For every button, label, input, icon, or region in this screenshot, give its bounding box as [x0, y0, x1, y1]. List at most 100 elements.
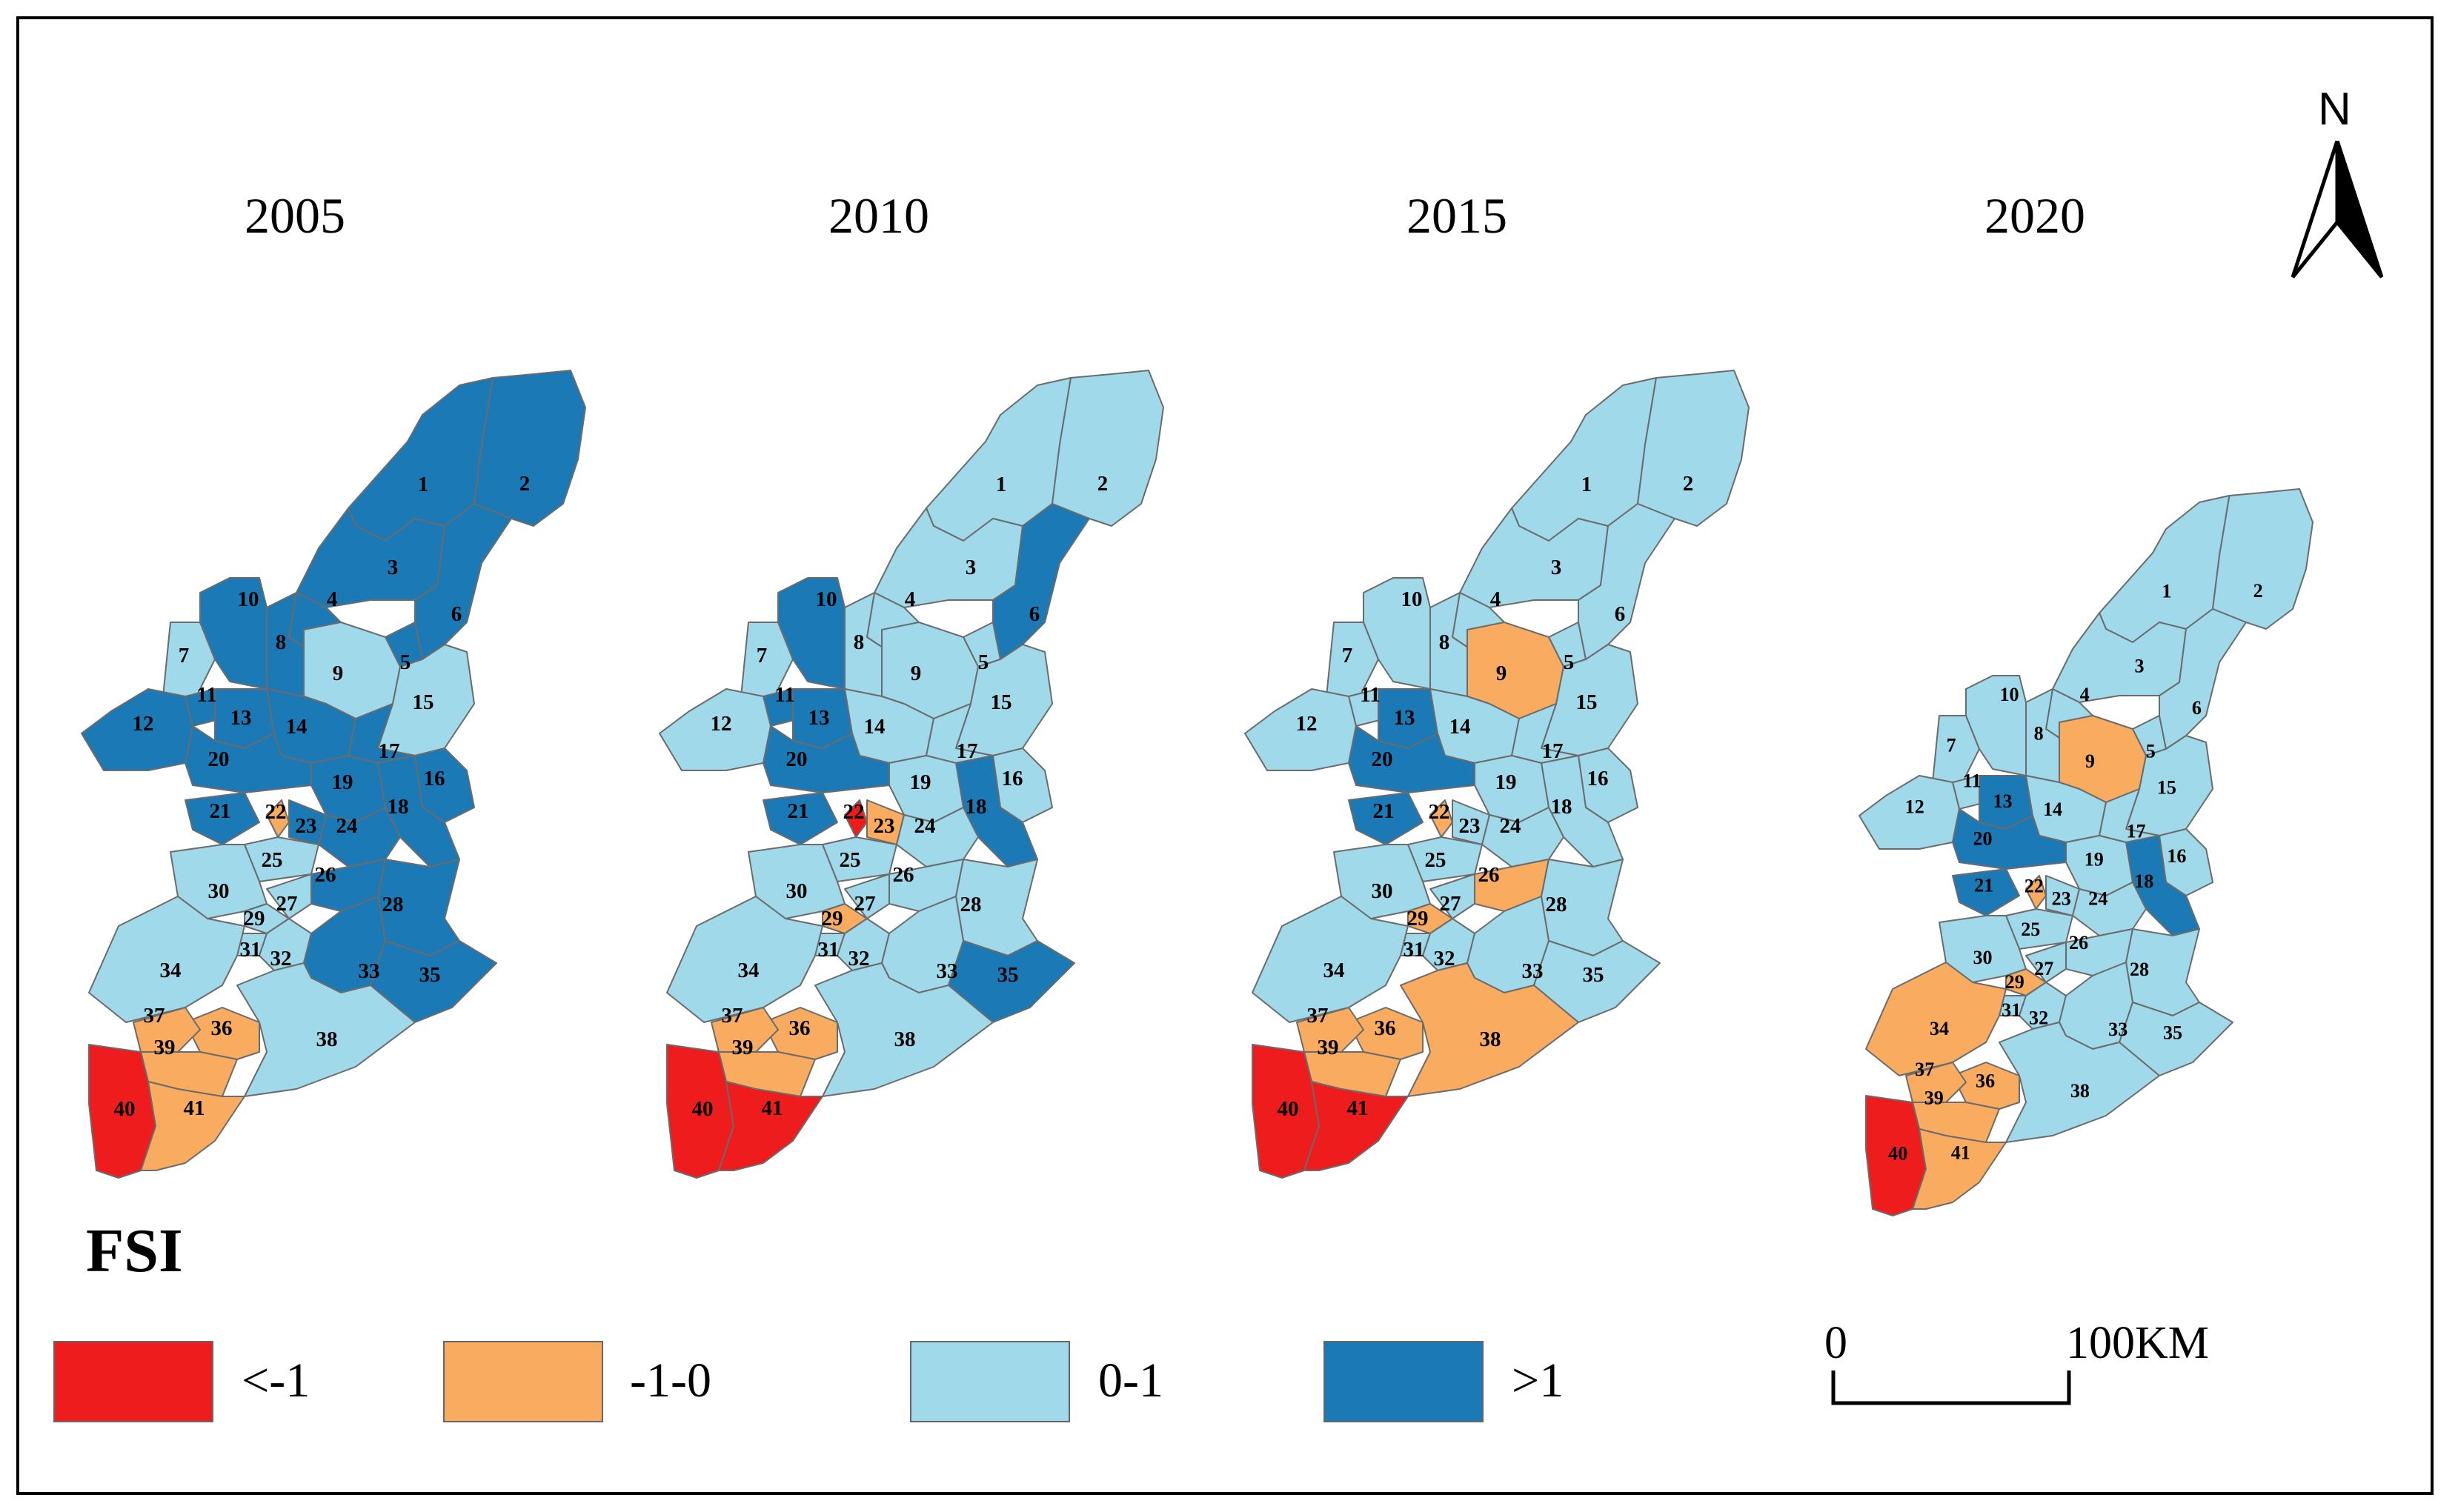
region-label-17-2005: 17: [379, 739, 400, 763]
region-41-2020: [1912, 1128, 2007, 1210]
region-label-18-2015: 18: [1551, 795, 1572, 819]
region-37-2015: [1296, 1007, 1364, 1053]
year-2020-title: 2020: [1984, 187, 2085, 244]
region-label-26-2015: 26: [1478, 863, 1500, 887]
region-21-2010: [763, 792, 838, 845]
region-7-2005: [162, 622, 216, 705]
region-label-11-2010: 11: [774, 683, 794, 707]
region-label-29-2010: 29: [822, 907, 843, 930]
region-label-38-2015: 38: [1480, 1028, 1501, 1051]
region-label-31-2005: 31: [240, 938, 262, 962]
region-label-32-2010: 32: [848, 947, 870, 970]
region-label-37-2005: 37: [144, 1004, 165, 1028]
region-label-3-2005: 3: [388, 556, 399, 579]
region-label-19-2015: 19: [1495, 770, 1517, 794]
region-label-21-2015: 21: [1373, 799, 1395, 823]
region-2-2010: [1052, 370, 1164, 527]
region-37-2005: [133, 1007, 201, 1053]
region-38-2020: [1999, 1022, 2161, 1144]
region-38-2005: [236, 962, 416, 1097]
region-label-11-2005: 11: [196, 683, 216, 707]
scale-end-label: 100KM: [2066, 1318, 2209, 1368]
region-label-16-2015: 16: [1587, 767, 1609, 790]
region-3-2005: [296, 507, 445, 608]
region-37-2020: [1905, 1062, 1967, 1104]
region-label-25-2020: 25: [2021, 919, 2040, 940]
region-label-9-2020: 9: [2085, 750, 2095, 772]
region-label-8-2005: 8: [276, 630, 287, 654]
map-frame: [16, 16, 2434, 1495]
region-6-2020: [2159, 608, 2248, 750]
region-label-15-2020: 15: [2157, 776, 2176, 798]
region-label-40-2010: 40: [692, 1097, 714, 1121]
region-label-27-2005: 27: [276, 892, 298, 916]
region-label-23-2015: 23: [1459, 814, 1481, 838]
region-label-8-2015: 8: [1439, 630, 1450, 654]
region-label-18-2005: 18: [388, 795, 409, 819]
region-label-38-2010: 38: [894, 1028, 916, 1051]
region-label-33-2010: 33: [937, 959, 958, 983]
region-label-4-2020: 4: [2080, 684, 2090, 705]
region-label-12-2015: 12: [1296, 712, 1318, 736]
region-label-33-2015: 33: [1522, 959, 1544, 983]
region-label-30-2020: 30: [1973, 947, 1992, 968]
region-label-19-2005: 19: [332, 770, 353, 794]
region-label-24-2020: 24: [2088, 888, 2107, 910]
region-24-2010: [896, 807, 979, 867]
region-label-33-2005: 33: [359, 959, 380, 983]
year-2015-title: 2015: [1406, 187, 1507, 244]
legend-label-0-1: 0-1: [1098, 1353, 1163, 1408]
region-3-2010: [874, 507, 1023, 608]
year-2005-title: 2005: [245, 187, 345, 244]
region-label-13-2015: 13: [1394, 706, 1415, 730]
region-label-9-2005: 9: [333, 662, 344, 685]
scale-bar: [1831, 1371, 2071, 1405]
region-label-4-2015: 4: [1490, 587, 1501, 611]
region-6-2010: [992, 503, 1090, 660]
region-label-30-2005: 30: [208, 879, 230, 903]
region-label-13-2005: 13: [230, 706, 252, 730]
region-label-21-2010: 21: [788, 799, 809, 823]
legend-swatch-0-1: [910, 1341, 1070, 1422]
region-27-2010: [844, 873, 890, 919]
legend-swatch-neg1-0: [443, 1341, 603, 1422]
legend-label-neg1-0: -1-0: [630, 1353, 711, 1408]
region-label-32-2015: 32: [1434, 947, 1455, 970]
region-label-6-2005: 6: [451, 602, 462, 626]
region-label-41-2020: 41: [1951, 1142, 1970, 1164]
region-label-29-2005: 29: [244, 907, 265, 930]
region-label-1-2020: 1: [2162, 581, 2171, 602]
region-6-2015: [1578, 503, 1675, 660]
region-label-11-2015: 11: [1360, 683, 1380, 707]
region-label-35-2010: 35: [997, 963, 1019, 987]
region-label-4-2010: 4: [905, 587, 916, 611]
region-label-15-2015: 15: [1576, 690, 1598, 714]
region-label-39-2005: 39: [154, 1036, 176, 1059]
region-label-21-2005: 21: [210, 799, 231, 823]
region-label-35-2020: 35: [2163, 1022, 2182, 1044]
region-label-31-2020: 31: [2002, 999, 2021, 1021]
region-24-2005: [318, 807, 401, 867]
region-label-15-2010: 15: [991, 690, 1012, 714]
region-label-38-2020: 38: [2070, 1080, 2090, 1102]
region-label-18-2010: 18: [966, 795, 987, 819]
region-label-22-2010: 22: [843, 800, 865, 824]
region-41-2015: [1303, 1081, 1409, 1171]
region-label-38-2005: 38: [316, 1028, 338, 1051]
region-label-19-2020: 19: [2085, 849, 2104, 870]
region-37-2010: [711, 1007, 779, 1053]
region-label-30-2010: 30: [786, 879, 808, 903]
region-34-2005: [88, 896, 245, 1023]
region-label-41-2010: 41: [762, 1096, 783, 1120]
region-label-28-2010: 28: [960, 893, 982, 916]
region-label-36-2015: 36: [1375, 1016, 1396, 1040]
region-label-14-2020: 14: [2043, 799, 2062, 820]
region-label-35-2005: 35: [419, 963, 441, 987]
region-label-27-2015: 27: [1440, 892, 1461, 916]
region-label-32-2005: 32: [270, 947, 292, 970]
region-34-2010: [666, 896, 823, 1023]
region-label-12-2020: 12: [1905, 796, 1924, 817]
region-label-25-2005: 25: [262, 848, 283, 872]
